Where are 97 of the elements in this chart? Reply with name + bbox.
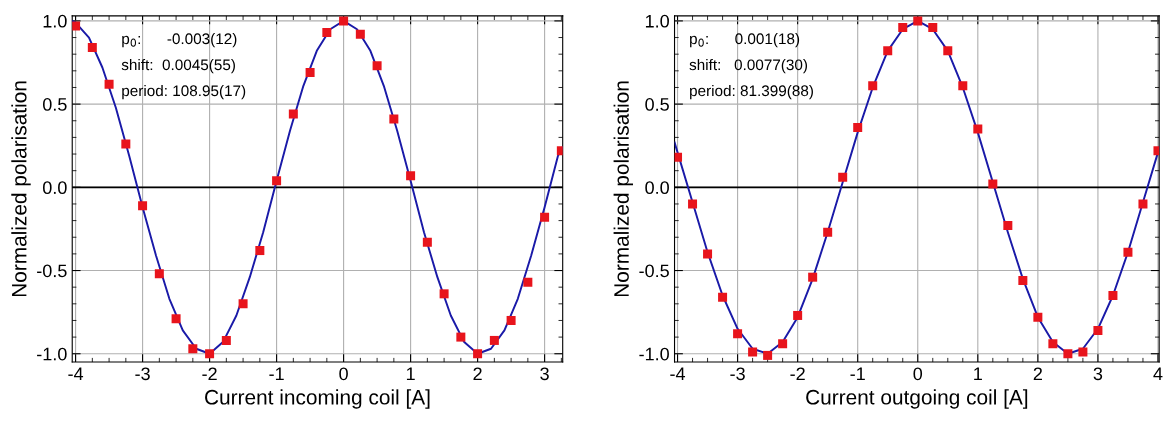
point xyxy=(255,246,265,256)
point xyxy=(355,29,365,39)
point xyxy=(808,272,818,282)
point xyxy=(1048,339,1058,349)
point xyxy=(205,349,215,359)
x-tick-label: -2 xyxy=(790,367,805,381)
point xyxy=(733,329,743,339)
point xyxy=(823,227,833,237)
point xyxy=(988,179,998,189)
x-axis-title: Current outgoing coil [A] xyxy=(806,389,1028,409)
point xyxy=(523,277,533,287)
point xyxy=(703,249,713,259)
x-tick-label: -4 xyxy=(68,367,84,381)
annotation: p$_{0}$: 0.001(18) xyxy=(690,32,800,48)
annotation: p$_{0}$: -0.003(12) xyxy=(122,32,237,48)
point xyxy=(372,61,382,71)
point xyxy=(1123,247,1133,257)
point xyxy=(853,122,863,132)
point xyxy=(763,350,773,360)
x-tick-label: 2 xyxy=(1033,367,1042,381)
point xyxy=(1108,290,1118,300)
point xyxy=(121,139,131,149)
x-tick-label: 1 xyxy=(406,367,415,381)
point xyxy=(456,332,466,342)
x-tick-label: -4 xyxy=(670,367,686,381)
point xyxy=(1018,276,1028,286)
point xyxy=(87,43,97,53)
point xyxy=(389,114,399,124)
y-axis-title: Normalized polarisation xyxy=(11,81,31,297)
point xyxy=(1033,312,1043,322)
x-tick-label: 0 xyxy=(339,367,348,381)
point xyxy=(778,339,788,349)
point xyxy=(913,16,923,26)
point xyxy=(973,124,983,134)
x-tick-label: -3 xyxy=(135,367,150,381)
point xyxy=(868,81,878,91)
point xyxy=(473,349,483,359)
point xyxy=(1063,349,1073,359)
y-tick-label: 1.0 xyxy=(43,14,67,28)
x-tick-label: 3 xyxy=(1093,367,1103,381)
point xyxy=(188,344,198,354)
x-tick-label: 4 xyxy=(1153,367,1163,381)
y-axis-title: Normalized polarisation xyxy=(613,81,634,297)
point xyxy=(674,152,683,162)
point xyxy=(898,23,908,33)
point xyxy=(1093,325,1103,335)
point xyxy=(1003,221,1013,231)
point xyxy=(958,81,968,91)
y-tick-label: 1.0 xyxy=(645,14,669,28)
y-tick-label: 0.5 xyxy=(42,98,67,111)
point xyxy=(171,314,181,324)
x-tick-label: -3 xyxy=(730,367,745,381)
point xyxy=(305,67,315,77)
point xyxy=(489,335,499,345)
point xyxy=(883,46,893,56)
point xyxy=(688,199,698,209)
x-tick-label: 1 xyxy=(974,367,982,381)
point xyxy=(288,109,298,119)
y-tick-label: -0.5 xyxy=(37,264,67,278)
x-tick-label: -2 xyxy=(202,367,217,381)
point xyxy=(718,292,728,302)
point xyxy=(838,172,848,182)
x-tick-label: -1 xyxy=(269,367,284,381)
point xyxy=(339,16,349,26)
y-tick-label: 0.0 xyxy=(42,181,67,195)
point xyxy=(748,347,758,357)
y-tick-label: -0.5 xyxy=(639,264,669,278)
point xyxy=(1138,199,1148,209)
point xyxy=(540,212,550,222)
point xyxy=(928,23,938,33)
x-tick-label: 2 xyxy=(473,367,482,381)
point xyxy=(943,46,953,56)
point xyxy=(138,201,148,211)
point xyxy=(1078,347,1088,357)
annotation: period: 81.399(88) xyxy=(690,84,813,100)
point xyxy=(238,299,248,309)
point xyxy=(439,289,449,299)
x-tick-label: 3 xyxy=(540,367,549,381)
point xyxy=(221,335,231,345)
x-tick-label: 0 xyxy=(913,367,923,381)
point xyxy=(272,176,282,186)
x-tick-label: -1 xyxy=(850,367,865,381)
y-tick-label: 0.0 xyxy=(645,181,669,195)
point xyxy=(506,315,516,325)
annotation: shift: 0.0077(30) xyxy=(689,58,808,74)
y-tick-label: 0.5 xyxy=(645,98,669,111)
point xyxy=(322,28,332,38)
point xyxy=(422,237,432,247)
annotation: shift: 0.0045(55) xyxy=(121,58,235,74)
x-axis-title: Current incoming coil [A] xyxy=(205,389,430,409)
y-tick-label: -1.0 xyxy=(37,347,67,361)
annotation: period: 108.95(17) xyxy=(122,84,246,100)
point xyxy=(104,79,114,89)
point xyxy=(154,269,164,279)
y-tick-label: -1.0 xyxy=(639,347,669,361)
point xyxy=(406,171,416,181)
point xyxy=(793,310,803,320)
